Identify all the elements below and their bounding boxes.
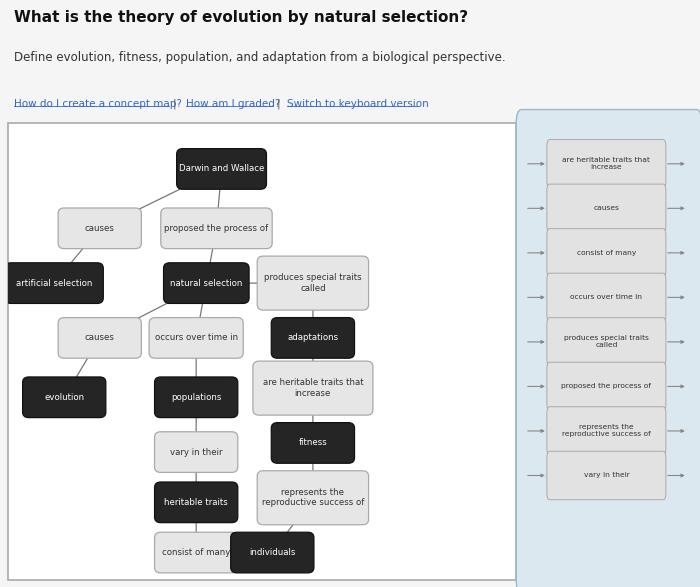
FancyBboxPatch shape — [547, 140, 666, 188]
FancyBboxPatch shape — [5, 263, 104, 303]
Text: occurs over time in: occurs over time in — [155, 333, 238, 342]
FancyBboxPatch shape — [161, 208, 272, 249]
Text: causes: causes — [85, 224, 115, 233]
Text: causes: causes — [85, 333, 115, 342]
Text: adaptations: adaptations — [287, 333, 339, 342]
Text: vary in their: vary in their — [170, 447, 223, 457]
Text: produces special traits
called: produces special traits called — [564, 335, 649, 349]
FancyBboxPatch shape — [272, 423, 354, 463]
FancyBboxPatch shape — [253, 361, 373, 415]
Text: are heritable traits that
increase: are heritable traits that increase — [562, 157, 650, 170]
FancyBboxPatch shape — [58, 318, 141, 358]
Text: How am I graded?: How am I graded? — [186, 99, 280, 109]
Text: heritable traits: heritable traits — [164, 498, 228, 507]
Text: individuals: individuals — [249, 548, 295, 557]
FancyBboxPatch shape — [517, 110, 700, 587]
Text: What is the theory of evolution by natural selection?: What is the theory of evolution by natur… — [14, 9, 468, 25]
Text: Darwin and Wallace: Darwin and Wallace — [179, 164, 264, 173]
FancyBboxPatch shape — [547, 318, 666, 366]
FancyBboxPatch shape — [547, 451, 666, 500]
FancyBboxPatch shape — [176, 149, 267, 189]
Text: are heritable traits that
increase: are heritable traits that increase — [262, 379, 363, 398]
FancyBboxPatch shape — [155, 482, 238, 522]
FancyBboxPatch shape — [272, 318, 354, 358]
Text: produces special traits
called: produces special traits called — [264, 274, 362, 293]
FancyBboxPatch shape — [155, 432, 238, 473]
Text: Switch to keyboard version: Switch to keyboard version — [287, 99, 428, 109]
FancyBboxPatch shape — [149, 318, 243, 358]
FancyBboxPatch shape — [8, 123, 516, 580]
FancyBboxPatch shape — [547, 229, 666, 277]
FancyBboxPatch shape — [231, 532, 314, 573]
FancyBboxPatch shape — [257, 256, 369, 310]
Text: occurs over time in: occurs over time in — [570, 295, 643, 301]
Text: proposed the process of: proposed the process of — [164, 224, 269, 233]
Text: |: | — [276, 99, 280, 109]
Text: consist of many: consist of many — [577, 250, 636, 256]
Text: How do I create a concept map?: How do I create a concept map? — [14, 99, 182, 109]
FancyBboxPatch shape — [547, 362, 666, 411]
Text: natural selection: natural selection — [170, 279, 242, 288]
Text: causes: causes — [594, 205, 620, 211]
Text: represents the
reproductive success of: represents the reproductive success of — [562, 424, 651, 437]
FancyBboxPatch shape — [22, 377, 106, 417]
Text: vary in their: vary in their — [584, 473, 629, 478]
Text: fitness: fitness — [298, 438, 328, 447]
Text: populations: populations — [171, 393, 221, 402]
Text: artificial selection: artificial selection — [16, 279, 92, 288]
FancyBboxPatch shape — [547, 184, 666, 232]
FancyBboxPatch shape — [547, 273, 666, 322]
FancyBboxPatch shape — [58, 208, 141, 249]
FancyBboxPatch shape — [547, 407, 666, 455]
FancyBboxPatch shape — [164, 263, 249, 303]
FancyBboxPatch shape — [155, 377, 238, 417]
FancyBboxPatch shape — [155, 532, 238, 573]
Text: |: | — [173, 99, 176, 109]
Text: represents the
reproductive success of: represents the reproductive success of — [262, 488, 364, 507]
Text: evolution: evolution — [44, 393, 84, 402]
FancyBboxPatch shape — [257, 471, 369, 525]
Text: proposed the process of: proposed the process of — [561, 383, 652, 389]
Text: Define evolution, fitness, population, and adaptation from a biological perspect: Define evolution, fitness, population, a… — [14, 50, 505, 63]
Text: consist of many: consist of many — [162, 548, 230, 557]
